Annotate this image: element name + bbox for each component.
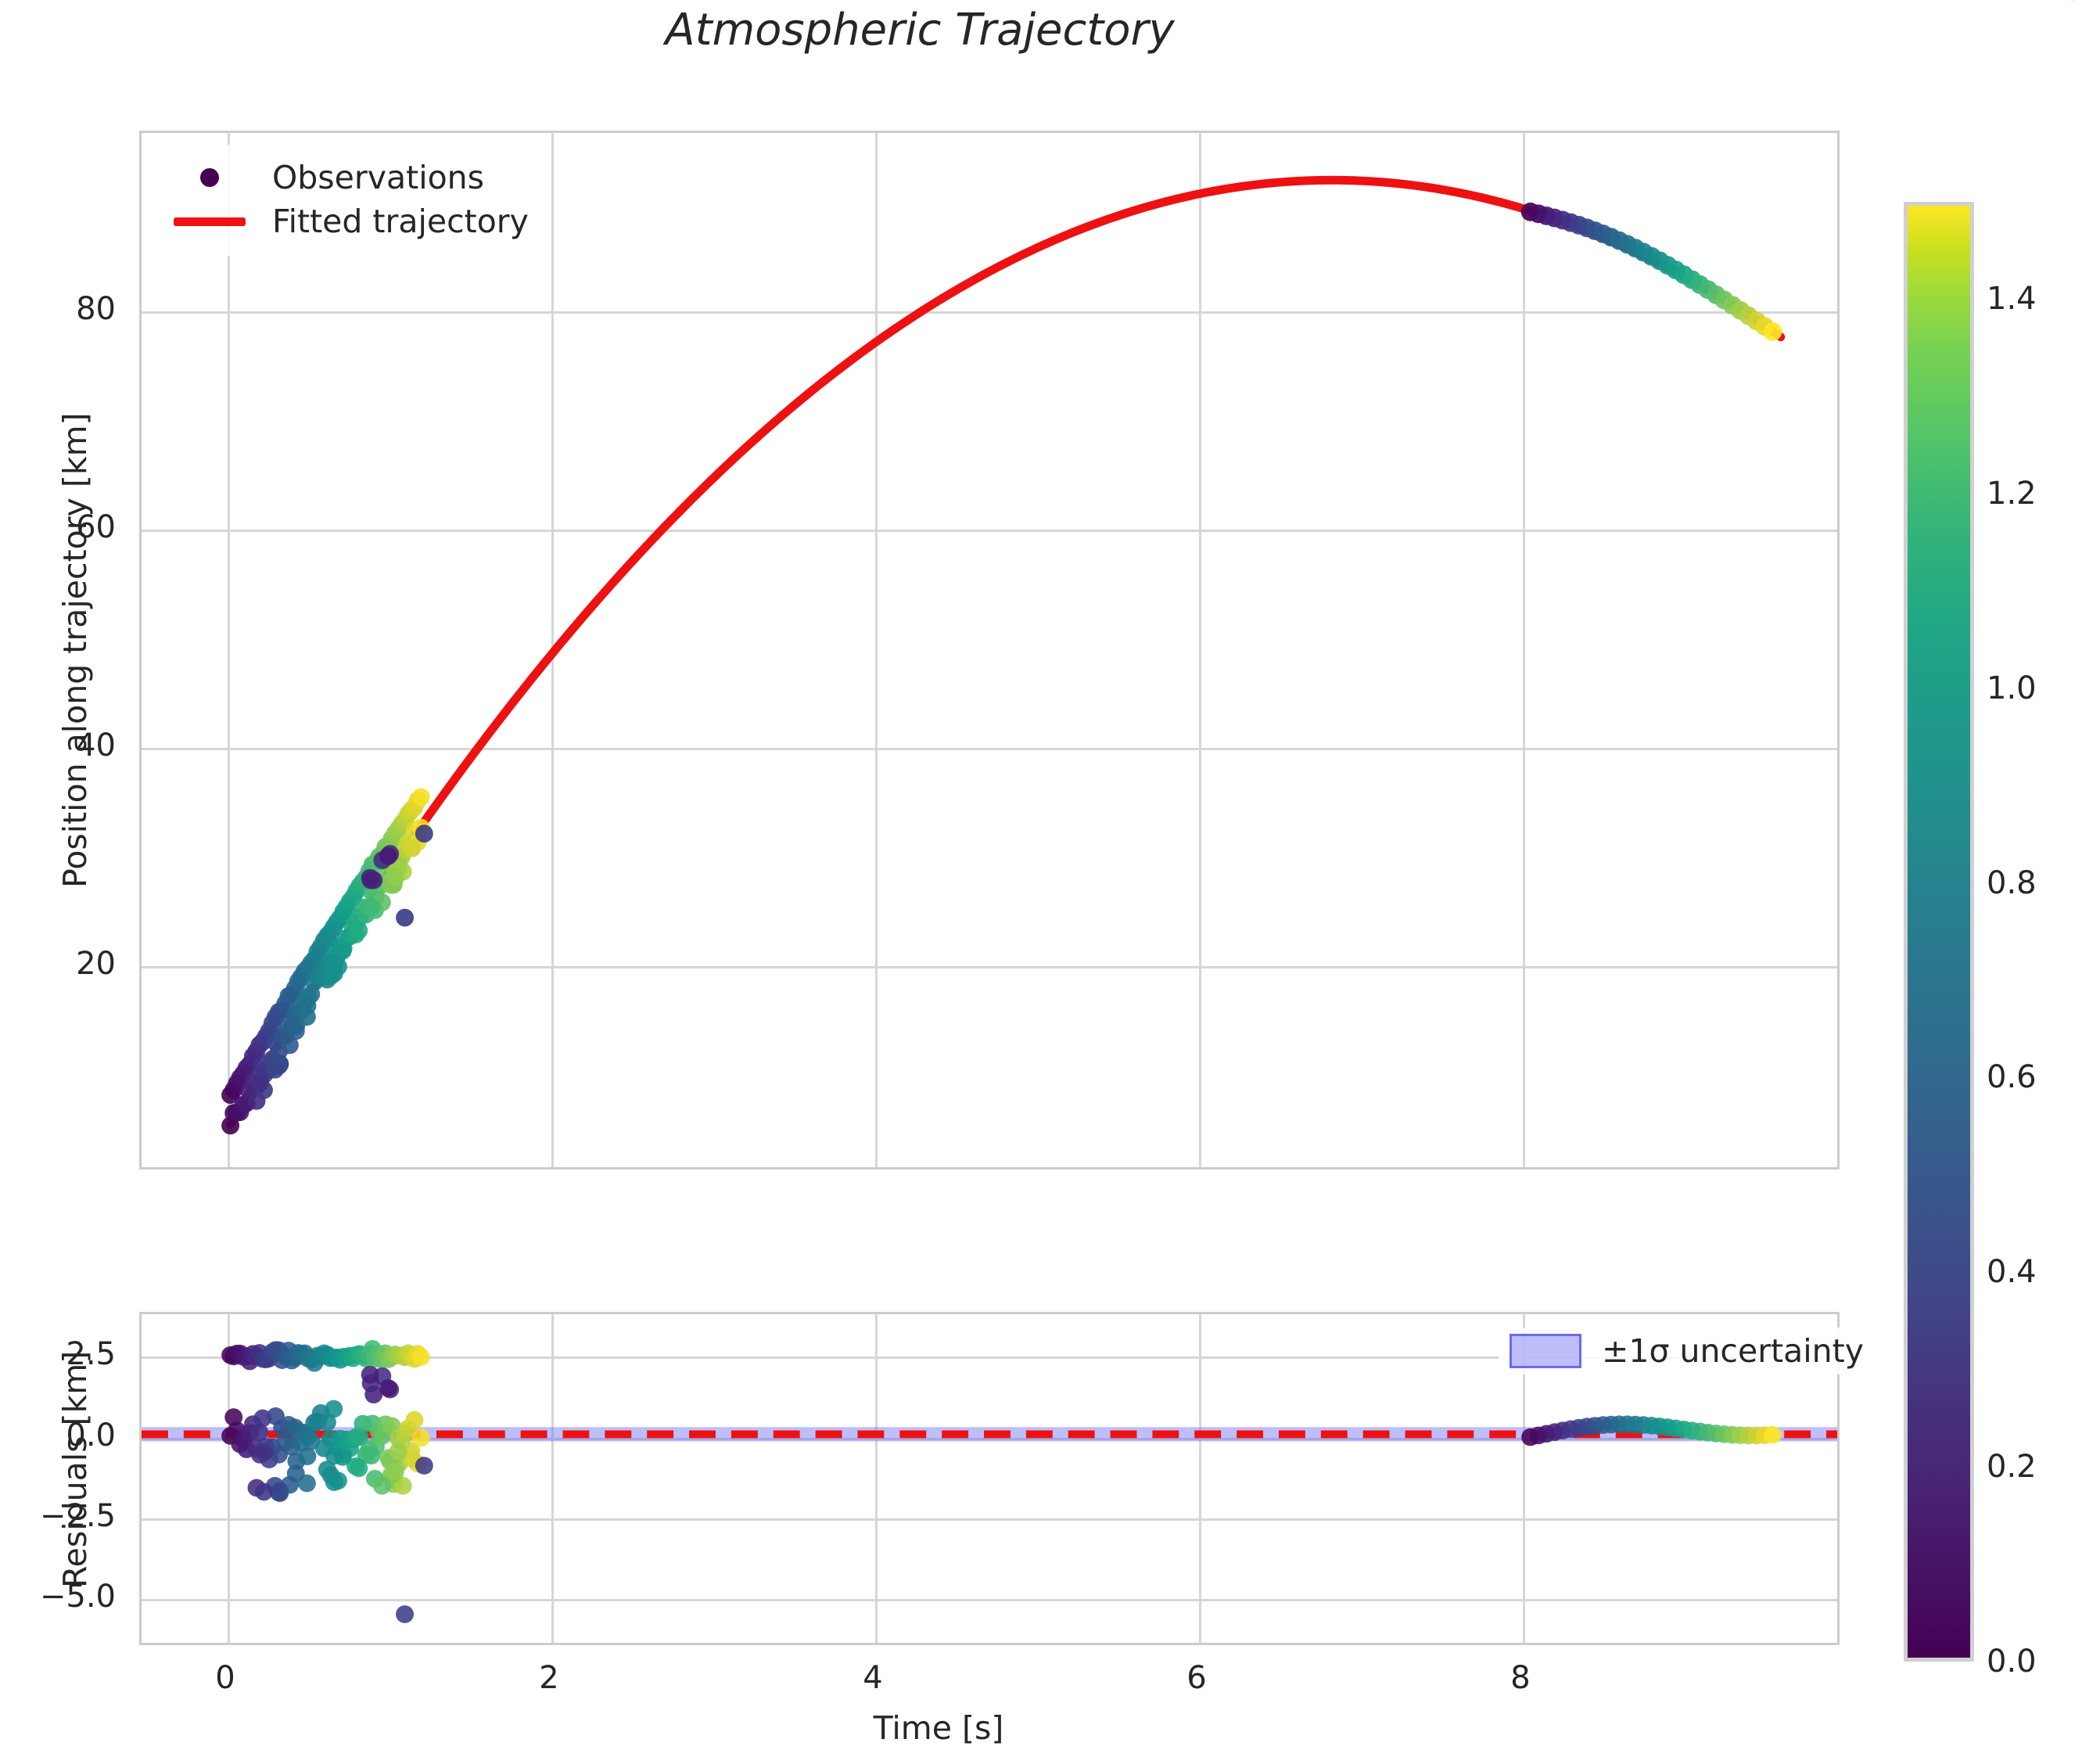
fitted-trajectory-curve (226, 175, 1786, 1130)
gridline-y-80 (142, 311, 1837, 314)
residual-point (318, 1413, 336, 1432)
observation-point (325, 964, 343, 983)
legend-label-uncertainty: ±1σ uncertainty (1602, 1332, 1864, 1370)
resid-ytick-m5: −5.0 (39, 1579, 116, 1615)
residual-point (254, 1482, 273, 1501)
residual-point (396, 1605, 415, 1623)
main-plot-axes (139, 131, 1840, 1170)
residual-point (350, 1459, 368, 1478)
observation-point (1763, 322, 1782, 341)
resid-ylabel: Residuals [km] (56, 1350, 94, 1588)
residual-point (389, 1443, 407, 1461)
residual-point (405, 1410, 424, 1429)
main-ytick-60: 60 (76, 509, 116, 545)
legend-item-fitted-trajectory[interactable]: Fitted trajectory (167, 199, 529, 243)
resid-gridline-y-2p5 (142, 1356, 1837, 1359)
resid-ytick-2p5: 2.5 (66, 1336, 116, 1372)
cbtick-1p4: 1.4 (1987, 281, 2037, 317)
observation-point (280, 1036, 299, 1055)
observation-point (266, 1060, 284, 1079)
main-ytick-40: 40 (76, 728, 116, 764)
residual-point (325, 1399, 343, 1418)
xtick-6: 6 (1186, 1660, 1207, 1696)
cbtick-0p2: 0.2 (1987, 1449, 2037, 1485)
residual-point (250, 1446, 269, 1464)
residual-point (297, 1474, 316, 1493)
residual-point (379, 1378, 397, 1397)
observation-point (350, 921, 368, 940)
cbtick-1p2: 1.2 (1987, 476, 2037, 512)
gridline-x-4 (875, 133, 878, 1167)
cbtick-0p8: 0.8 (1987, 865, 2037, 901)
observation-point (403, 839, 422, 857)
main-ytick-20: 20 (76, 946, 116, 982)
legend-residuals: ±1σ uncertainty (1499, 1328, 1875, 1374)
resid-gridline-y-m2p5 (142, 1518, 1837, 1521)
colorbar-gradient (1904, 202, 1974, 1662)
residuals-scatter-canvas (142, 1339, 1837, 1623)
observation-point (411, 788, 430, 807)
legend-marker-line-icon (167, 217, 252, 226)
gridline-y-40 (142, 748, 1837, 750)
gridline-y-20 (142, 966, 1837, 968)
legend-label-observations: Observations (272, 159, 485, 196)
residual-point (325, 1446, 343, 1465)
observation-point (386, 868, 404, 887)
cbtick-0p0: 0.0 (1987, 1644, 2037, 1680)
residual-point (386, 1463, 404, 1481)
residual-point (362, 1446, 381, 1465)
colorbar[interactable]: 0.0 0.2 0.4 0.6 0.8 1.0 1.2 1.4 (1904, 202, 2037, 1680)
residual-point (411, 1348, 430, 1367)
cbtick-0p4: 0.4 (1987, 1254, 2037, 1290)
residual-point (1763, 1425, 1782, 1444)
observation-point (250, 1073, 269, 1092)
residual-point (415, 1457, 433, 1475)
observation-outlier-point (396, 908, 415, 927)
observation-point (297, 1008, 316, 1026)
cbtick-0p6: 0.6 (1987, 1059, 2037, 1095)
legend-label-fitted-trajectory: Fitted trajectory (272, 203, 529, 240)
resid-gridline-x-2 (551, 1314, 554, 1643)
resid-gridline-x-6 (1199, 1314, 1201, 1643)
main-ytick-80: 80 (76, 291, 116, 327)
residual-point (325, 1473, 343, 1492)
resid-gridline-y-0 (142, 1438, 1837, 1440)
legend-item-observations[interactable]: Observations (167, 156, 529, 199)
resid-gridline-x-4 (875, 1314, 878, 1643)
residual-point (298, 1447, 317, 1465)
residual-point (372, 1476, 391, 1495)
legend-patch-uncertainty-icon (1509, 1334, 1581, 1368)
observation-point (415, 825, 433, 843)
legend-marker-dot-icon (167, 168, 252, 187)
residual-point (411, 1428, 430, 1447)
gridline-x-8 (1523, 133, 1525, 1167)
main-scatter-canvas (221, 175, 1786, 1135)
gridline-x-0 (228, 133, 230, 1167)
residual-point (393, 1477, 412, 1495)
main-ylabel: Position along trajectory [km] (56, 412, 94, 888)
page-title: Atmospheric Trajectory (665, 5, 1175, 56)
residual-point (250, 1423, 269, 1442)
resid-gridline-x-0 (228, 1314, 230, 1643)
observation-point (379, 847, 397, 865)
observation-point (286, 1022, 305, 1040)
gridline-y-60 (142, 530, 1837, 532)
xtick-2: 2 (539, 1660, 559, 1696)
observation-point (361, 868, 379, 887)
resid-ytick-0: 0.0 (66, 1417, 116, 1453)
xtick-4: 4 (863, 1660, 883, 1696)
xtick-0: 0 (215, 1660, 235, 1696)
residual-point (361, 1365, 379, 1384)
cbtick-1p0: 1.0 (1987, 670, 2037, 706)
xlabel: Time [s] (873, 1709, 1004, 1747)
residual-point (350, 1428, 369, 1446)
observation-point (362, 897, 381, 916)
resid-gridline-x-8 (1523, 1314, 1525, 1643)
gridline-x-6 (1199, 133, 1201, 1167)
legend-main: Observations Fitted trajectory (153, 145, 546, 256)
resid-gridline-y-m5 (142, 1599, 1837, 1601)
xtick-8: 8 (1510, 1660, 1531, 1696)
resid-ytick-m2p5: −2.5 (39, 1498, 116, 1534)
